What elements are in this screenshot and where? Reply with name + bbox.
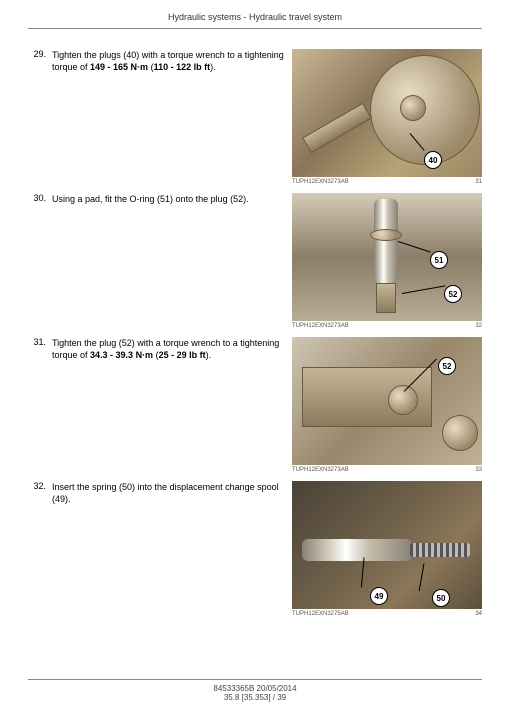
callout-bubble: 52 bbox=[444, 285, 462, 303]
step-image-column: 52 TUPH12EXN3273AB 33 bbox=[292, 337, 482, 473]
image-caption-num: 32 bbox=[475, 323, 482, 329]
step: 32.Insert the spring (50) into the displ… bbox=[28, 481, 482, 617]
image-shape bbox=[388, 385, 418, 415]
step-number: 32. bbox=[28, 481, 52, 491]
callout-line bbox=[361, 557, 365, 587]
step-text-part: ). bbox=[210, 62, 216, 72]
header-title: Hydraulic systems - Hydraulic travel sys… bbox=[168, 12, 342, 22]
image-caption: TUPH12EXN3275AB 34 bbox=[292, 611, 482, 617]
step-image: 52 bbox=[292, 337, 482, 465]
step-image-column: 49 50 TUPH12EXN3275AB 34 bbox=[292, 481, 482, 617]
callout-bubble: 40 bbox=[424, 151, 442, 169]
image-shape bbox=[374, 199, 398, 283]
image-caption-num: 31 bbox=[475, 179, 482, 185]
image-shape bbox=[302, 103, 372, 154]
image-caption-num: 33 bbox=[475, 467, 482, 473]
step-text-part: 34.3 - 39.3 N·m bbox=[90, 350, 153, 360]
image-caption-code: TUPH12EXN3273AB bbox=[292, 179, 349, 185]
image-shape bbox=[442, 415, 478, 451]
step: 31.Tighten the plug (52) with a torque w… bbox=[28, 337, 482, 473]
callout-line bbox=[419, 563, 425, 591]
image-shape bbox=[400, 95, 426, 121]
step-text-part: 25 - 29 lb ft bbox=[159, 350, 206, 360]
page-footer: 84533365B 20/05/2014 35.8 [35.353] / 39 bbox=[28, 679, 482, 702]
image-caption-code: TUPH12EXN3273AB bbox=[292, 323, 349, 329]
callout-bubble: 49 bbox=[370, 587, 388, 605]
footer-line1: 84533365B 20/05/2014 bbox=[28, 684, 482, 693]
step: 29.Tighten the plugs (40) with a torque … bbox=[28, 49, 482, 185]
step-text-part: ). bbox=[206, 350, 212, 360]
image-shape bbox=[370, 229, 402, 241]
callout-bubble: 52 bbox=[438, 357, 456, 375]
callout-bubble: 50 bbox=[432, 589, 450, 607]
page-header: Hydraulic systems - Hydraulic travel sys… bbox=[28, 12, 482, 29]
image-caption: TUPH12EXN3273AB 33 bbox=[292, 467, 482, 473]
image-caption: TUPH12EXN3273AB 32 bbox=[292, 323, 482, 329]
footer-line2: 35.8 [35.353] / 39 bbox=[28, 693, 482, 702]
step-image: 51 52 bbox=[292, 193, 482, 321]
step-text: Insert the spring (50) into the displace… bbox=[52, 481, 292, 505]
step-image-column: 51 52 TUPH12EXN3273AB 32 bbox=[292, 193, 482, 329]
callout-line bbox=[402, 285, 446, 294]
image-shape bbox=[410, 543, 470, 557]
callout-line bbox=[398, 241, 431, 252]
image-caption-num: 34 bbox=[475, 611, 482, 617]
step-number: 31. bbox=[28, 337, 52, 347]
steps-container: 29.Tighten the plugs (40) with a torque … bbox=[28, 49, 482, 617]
image-shape bbox=[302, 539, 412, 561]
step-text-part: 149 - 165 N·m bbox=[90, 62, 148, 72]
step-text-part: 110 - 122 lb ft bbox=[154, 62, 211, 72]
image-caption-code: TUPH12EXN3273AB bbox=[292, 467, 349, 473]
step-text: Tighten the plugs (40) with a torque wre… bbox=[52, 49, 292, 73]
step-number: 30. bbox=[28, 193, 52, 203]
step-image: 49 50 bbox=[292, 481, 482, 609]
step: 30.Using a pad, fit the O-ring (51) onto… bbox=[28, 193, 482, 329]
image-caption-code: TUPH12EXN3275AB bbox=[292, 611, 349, 617]
page: Hydraulic systems - Hydraulic travel sys… bbox=[0, 0, 510, 714]
image-shape bbox=[376, 283, 396, 313]
step-image: 40 bbox=[292, 49, 482, 177]
step-text-part: Insert the spring (50) into the displace… bbox=[52, 482, 279, 504]
image-caption: TUPH12EXN3273AB 31 bbox=[292, 179, 482, 185]
step-number: 29. bbox=[28, 49, 52, 59]
step-image-column: 40 TUPH12EXN3273AB 31 bbox=[292, 49, 482, 185]
step-text: Tighten the plug (52) with a torque wren… bbox=[52, 337, 292, 361]
step-text-part: Using a pad, fit the O-ring (51) onto th… bbox=[52, 194, 249, 204]
callout-bubble: 51 bbox=[430, 251, 448, 269]
step-text: Using a pad, fit the O-ring (51) onto th… bbox=[52, 193, 292, 205]
